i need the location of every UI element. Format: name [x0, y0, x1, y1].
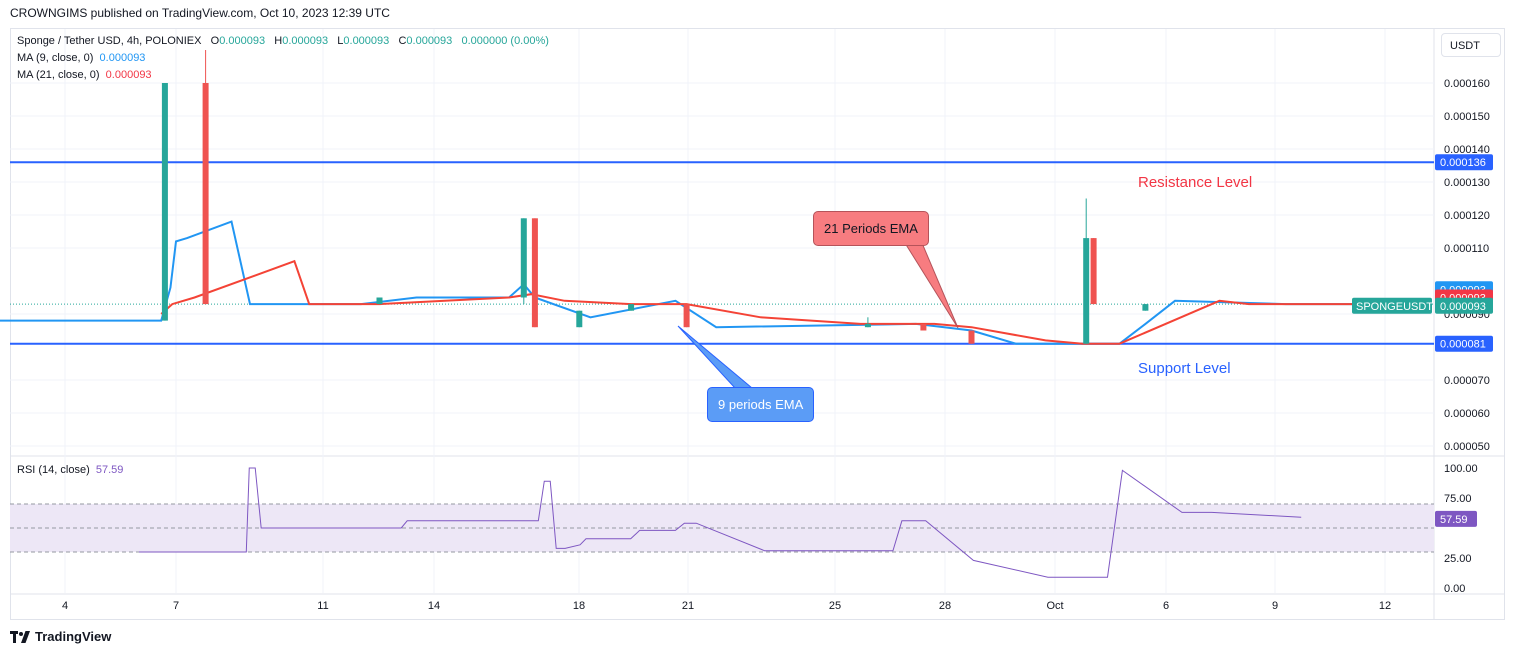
price-tick-label: 0.000070: [1444, 375, 1490, 387]
time-tick-label: 25: [829, 600, 841, 612]
time-tick-label: 9: [1272, 600, 1278, 612]
price-tick-label: 0.000050: [1444, 441, 1490, 453]
candle-body: [1083, 238, 1090, 344]
candle-body: [202, 83, 209, 305]
legend-rsi-label: RSI (14, close): [17, 464, 90, 476]
price-axis-tag: [1435, 335, 1493, 352]
ma21-line: [160, 259, 1397, 345]
time-tick-label: 4: [62, 600, 68, 612]
rsi-tick-label: 75.00: [1444, 493, 1472, 505]
time-tick-label: 11: [317, 600, 328, 612]
candle-body: [628, 304, 635, 311]
time-tick-label: 12: [1379, 600, 1391, 612]
chart-frame[interactable]: [10, 28, 1505, 620]
rsi-tick-label: 100.00: [1444, 463, 1478, 475]
rsi-tick-label: 0.00: [1444, 583, 1465, 595]
ema21-callout: 21 Periods EMA: [813, 211, 929, 246]
symbol-tag-label: SPONGEUSDT: [1356, 301, 1433, 313]
rsi-tick-label: 25.00: [1444, 553, 1472, 565]
price-axis-tag-label: 0.000136: [1440, 157, 1486, 169]
legend-ma21-value: 0.000093: [105, 69, 152, 81]
legend-ma9-row[interactable]: MA (9, close, 0) 0.000093: [17, 51, 145, 65]
legend-c-label: C: [398, 35, 407, 47]
candle-body: [576, 310, 583, 328]
legend-ma9-value: 0.000093: [99, 52, 146, 64]
legend-ma21-label: MA (21, close, 0): [17, 69, 100, 81]
candle-body: [1142, 304, 1149, 311]
time-tick-label: 6: [1163, 600, 1169, 612]
legend-ma21-row[interactable]: MA (21, close, 0) 0.000093: [17, 68, 152, 82]
candle-body: [161, 83, 168, 321]
legend-ohlc-row: Sponge / Tether USD, 4h, POLONIEX O0.000…: [17, 34, 549, 48]
price-tick-label: 0.000130: [1444, 177, 1490, 189]
legend-c-value: 0.000093: [406, 35, 453, 47]
legend-o-label: O: [210, 35, 220, 47]
candle-body: [1090, 238, 1097, 305]
symbol-tag: [1352, 297, 1432, 314]
legend-ma9-label: MA (9, close, 0): [17, 52, 94, 64]
candle-body: [864, 323, 871, 328]
ema9-callout-pointer: [677, 325, 754, 389]
price-tick-label: 0.000150: [1444, 111, 1490, 123]
legend-rsi-value: 57.59: [95, 464, 124, 476]
candle-body: [376, 297, 383, 305]
candle-body: [520, 218, 527, 298]
price-axis-tag: [1435, 297, 1493, 314]
tradingview-icon: [10, 630, 30, 643]
time-tick-label: 14: [428, 600, 440, 612]
ma9-line: [0, 220, 1397, 345]
price-axis-tag: [1435, 154, 1493, 171]
time-tick-label: 7: [173, 600, 179, 612]
legend-l-label: L: [337, 35, 344, 47]
time-tick-label: Oct: [1046, 600, 1063, 612]
price-tick-label: 0.000160: [1444, 78, 1490, 90]
price-axis-tag-label: 0.000093: [1440, 301, 1486, 313]
legend-h-label: H: [274, 35, 283, 47]
rsi-value-tag-label: 57.59: [1440, 514, 1468, 526]
resistance-level-label: Resistance Level: [1138, 174, 1253, 191]
time-tick-label: 18: [573, 600, 585, 612]
legend-o-value: 0.000093: [219, 35, 266, 47]
rsi-line: [139, 467, 1302, 578]
candle-body: [683, 304, 690, 328]
support-level-label: Support Level: [1138, 360, 1231, 377]
rsi-value-tag: [1435, 510, 1477, 527]
tradingview-logo[interactable]: TradingView: [10, 629, 111, 644]
legend-symbol[interactable]: Sponge / Tether USD, 4h, POLONIEX: [17, 35, 202, 47]
price-tick-label: 0.000140: [1444, 144, 1490, 156]
price-tick-label: 0.000060: [1444, 408, 1490, 420]
price-axis-tag-label: 0.000081: [1440, 339, 1486, 351]
legend-l-value: 0.000093: [343, 35, 390, 47]
price-tick-label: 0.000120: [1444, 210, 1490, 222]
currency-button[interactable]: USDT: [1441, 33, 1501, 57]
legend-change: 0.000000 (0.00%): [461, 35, 549, 47]
candle-body: [968, 330, 975, 344]
ema9-callout: 9 periods EMA: [707, 387, 815, 422]
tradingview-brand: TradingView: [35, 629, 112, 644]
publisher-line: CROWNGIMS published on TradingView.com, …: [10, 6, 390, 20]
time-tick-label: 21: [682, 600, 694, 612]
time-tick-label: 28: [939, 600, 951, 612]
candle-body: [920, 323, 927, 331]
legend-rsi-row[interactable]: RSI (14, close) 57.59: [17, 463, 123, 477]
candle-body: [531, 218, 538, 328]
legend-h-value: 0.000093: [282, 35, 329, 47]
price-tick-label: 0.000110: [1444, 243, 1489, 255]
ema21-callout-pointer: [904, 242, 959, 329]
